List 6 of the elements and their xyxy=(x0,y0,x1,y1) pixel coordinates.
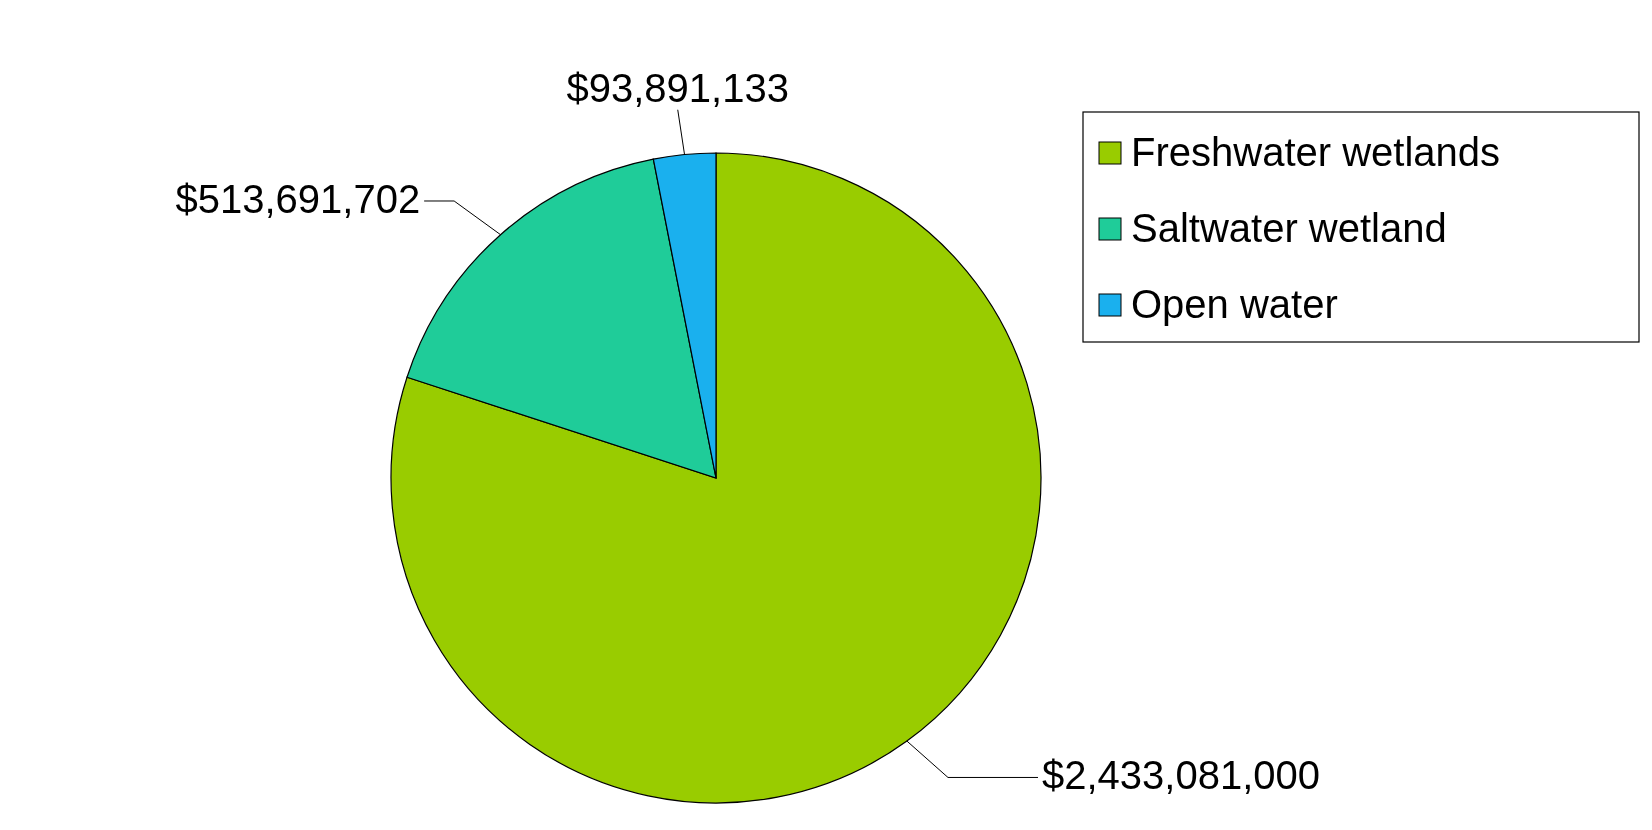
legend-label: Saltwater wetland xyxy=(1131,206,1447,250)
data-label: $93,891,133 xyxy=(566,65,789,110)
data-label: $2,433,081,000 xyxy=(1041,753,1321,798)
legend-label: Open water xyxy=(1131,282,1338,326)
data-label: $513,691,702 xyxy=(175,177,421,221)
legend-label: Freshwater wetlands xyxy=(1131,130,1501,174)
